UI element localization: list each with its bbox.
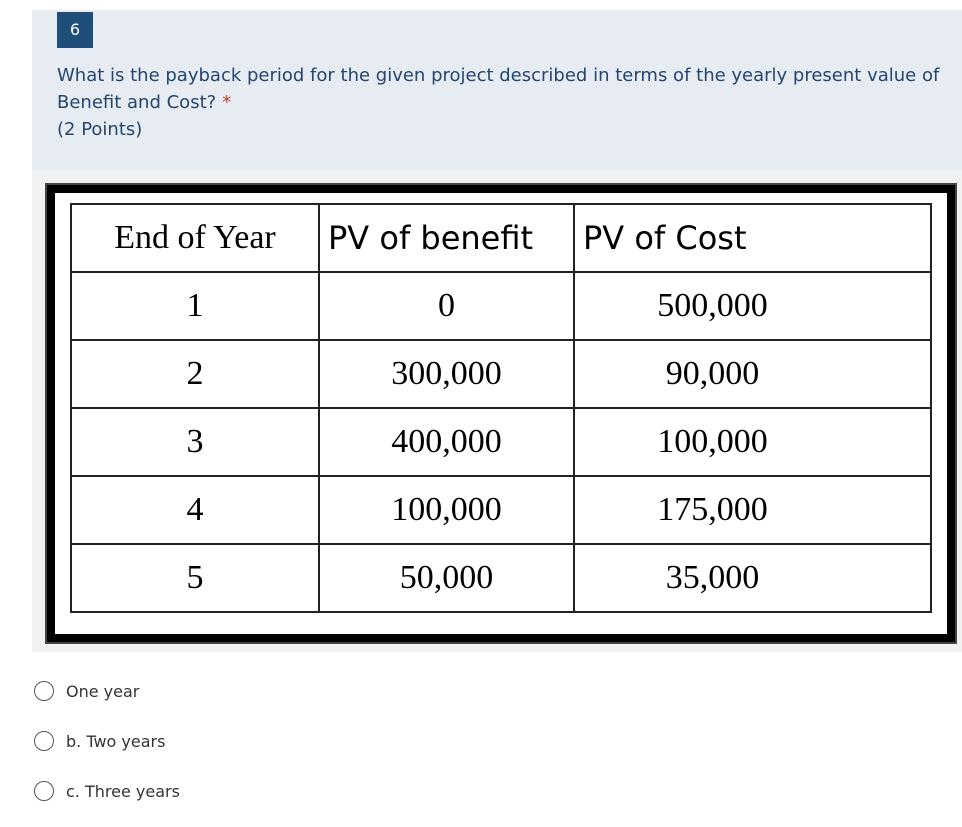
table-cell: 175,000 [573, 475, 932, 545]
radio-button[interactable] [34, 781, 54, 801]
option-label: b. Two years [66, 731, 166, 751]
question-number: 6 [57, 12, 93, 48]
table-row: 2 300,000 90,000 [70, 339, 932, 409]
table-cell: 100,000 [318, 475, 575, 545]
table-row: 1 0 500,000 [70, 271, 932, 341]
table-cell: 300,000 [318, 339, 575, 409]
question-body: What is the payback period for the given… [57, 65, 940, 113]
table-cell: 2 [70, 339, 320, 409]
radio-button[interactable] [34, 731, 54, 751]
option[interactable]: b. Two years [34, 729, 165, 753]
table-cell: 35,000 [573, 543, 932, 613]
header-cell: PV of Cost [573, 203, 932, 273]
table-cell: 100,000 [573, 407, 932, 477]
table-row: 5 50,000 35,000 [70, 543, 932, 613]
table-body: 1 0 500,000 2 300,000 90,000 3 400,000 100,000 4 1… [70, 271, 932, 613]
table-cell: 400,000 [318, 407, 575, 477]
option[interactable]: One year [34, 679, 139, 703]
table-cell: 500,000 [573, 271, 932, 341]
question-panel: 6 What is the payback period for the giv… [32, 10, 962, 170]
question-text: What is the payback period for the given… [57, 62, 957, 143]
table-row: 4 100,000 175,000 [70, 475, 932, 545]
table-cell: 3 [70, 407, 320, 477]
option-label: c. Three years [66, 781, 180, 801]
table-row: 3 400,000 100,000 [70, 407, 932, 477]
required-mark: * [222, 92, 232, 113]
header-cell: PV of benefit [318, 203, 575, 273]
table-cell: 50,000 [318, 543, 575, 613]
table-cell: 0 [318, 271, 575, 341]
radio-button[interactable] [34, 681, 54, 701]
option-label: One year [66, 681, 140, 701]
table-cell: 5 [70, 543, 320, 613]
header-cell: End of Year [70, 203, 320, 273]
table-cell: 4 [70, 475, 320, 545]
header-row: End of Year PV of benefit PV of Cost [70, 203, 932, 273]
option[interactable]: c. Three years [34, 779, 180, 803]
points: (2 Points) [57, 119, 143, 140]
table-cell: 1 [70, 271, 320, 341]
table-cell: 90,000 [573, 339, 932, 409]
